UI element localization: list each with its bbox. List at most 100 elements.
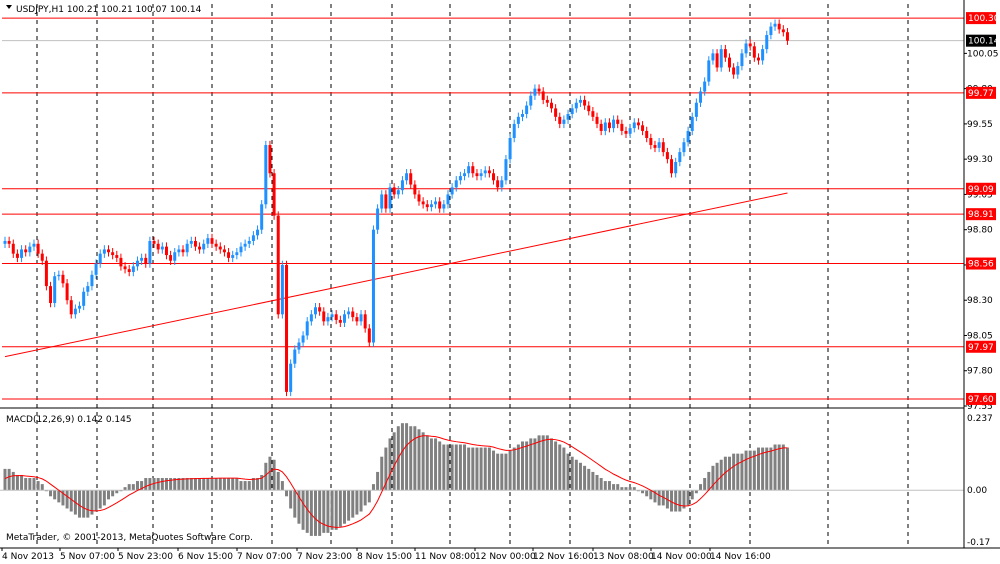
- macd-bar: [367, 490, 371, 503]
- level-price-tag: [966, 208, 996, 221]
- candle-body: [65, 283, 69, 301]
- candle-body: [44, 260, 48, 287]
- candle-body: [297, 342, 301, 350]
- moving-average: [4, 192, 788, 358]
- candle-body: [686, 130, 690, 143]
- macd-bar: [674, 490, 678, 512]
- macd-bar: [218, 478, 222, 491]
- candle-body: [218, 246, 222, 250]
- macd-bar: [251, 478, 255, 491]
- candle-body: [173, 252, 177, 261]
- candle-body: [69, 300, 73, 315]
- candle-body: [371, 229, 375, 343]
- macd-bar: [24, 478, 28, 491]
- candle-body: [558, 116, 562, 124]
- macd-bar: [616, 484, 620, 491]
- macd-bar: [703, 478, 707, 491]
- candle-body: [421, 201, 425, 205]
- time-tick-label: 5 Nov 23:00: [118, 552, 173, 562]
- macd-bar: [330, 490, 334, 530]
- macd-bar: [144, 478, 148, 491]
- candle-body: [678, 152, 682, 162]
- price-tick-label: 98.80: [967, 226, 993, 236]
- macd-bar: [322, 490, 326, 533]
- candle-body: [483, 170, 487, 174]
- macd-bar: [690, 490, 694, 500]
- candle-body: [90, 274, 94, 287]
- macd-bar: [115, 490, 119, 494]
- macd-bar: [285, 490, 289, 497]
- candle-body: [247, 240, 251, 244]
- candle-body: [82, 291, 86, 306]
- level-price-tag: [966, 182, 996, 195]
- level-price-tag: [966, 86, 996, 99]
- candle-body: [210, 238, 214, 244]
- macd-bar: [603, 481, 607, 491]
- candle-body: [442, 204, 446, 209]
- macd-bar: [210, 478, 214, 491]
- macd-bar: [359, 490, 363, 512]
- candle-body: [309, 314, 313, 322]
- candle-body: [115, 255, 119, 258]
- current-price-tag: [966, 34, 996, 47]
- vertical-grid: [36, 4, 909, 548]
- candle-body: [595, 116, 599, 124]
- candle-body: [533, 88, 537, 96]
- macd-bar: [496, 453, 500, 491]
- macd-bar: [326, 490, 330, 533]
- candle-body: [40, 253, 44, 261]
- chevron-down-icon[interactable]: [6, 5, 12, 9]
- candle-body: [78, 305, 82, 309]
- macd-bar: [761, 447, 765, 491]
- macd-bar: [214, 478, 218, 491]
- macd-bar: [450, 444, 454, 491]
- candle-body: [94, 263, 98, 275]
- candle-body: [521, 114, 524, 117]
- candle-body: [781, 29, 785, 33]
- macd-bar: [189, 478, 193, 491]
- macd-bar: [483, 447, 487, 491]
- macd-bar: [61, 490, 65, 506]
- macd-bar: [529, 438, 533, 491]
- candle-body: [636, 122, 640, 126]
- candle-body: [487, 170, 491, 174]
- macd-bar: [471, 447, 475, 491]
- macd-bar: [65, 490, 69, 509]
- candle-body: [496, 180, 500, 188]
- candle-body: [620, 123, 624, 131]
- macd-bar: [752, 450, 756, 491]
- candle-body: [425, 204, 429, 208]
- candle-body: [214, 243, 218, 247]
- candle-body: [599, 123, 603, 131]
- candle-body: [632, 122, 636, 129]
- candle-body: [338, 319, 342, 323]
- macd-bar: [732, 453, 736, 491]
- copyright-text: MetaTrader, © 2001-2013, MetaQuotes Soft…: [6, 533, 253, 543]
- candle-body: [661, 142, 665, 153]
- macd-bar: [376, 471, 380, 491]
- macd-bar: [198, 478, 202, 491]
- macd-bar: [682, 490, 686, 509]
- candle-body: [674, 161, 678, 174]
- candle-body: [256, 229, 260, 236]
- macd-bar: [756, 447, 760, 491]
- candle-body: [285, 264, 289, 392]
- level-price-tag: [966, 392, 996, 405]
- candle-body: [429, 204, 433, 208]
- candle-body: [185, 243, 189, 253]
- candle-body: [694, 102, 698, 117]
- candle-body: [363, 314, 367, 329]
- candle-body: [239, 246, 243, 253]
- macd-bar: [492, 450, 496, 491]
- macd-bar: [525, 441, 529, 491]
- macd-bar: [260, 474, 264, 491]
- macd-bar: [69, 490, 73, 512]
- candle-body: [359, 314, 363, 322]
- macd-bar: [334, 490, 338, 530]
- time-tick-label: 7 Nov 07:00: [237, 552, 292, 562]
- macd-bar: [15, 474, 19, 491]
- candle-body: [719, 49, 723, 68]
- macd-bar: [740, 453, 744, 491]
- macd-histogram: [0, 423, 964, 536]
